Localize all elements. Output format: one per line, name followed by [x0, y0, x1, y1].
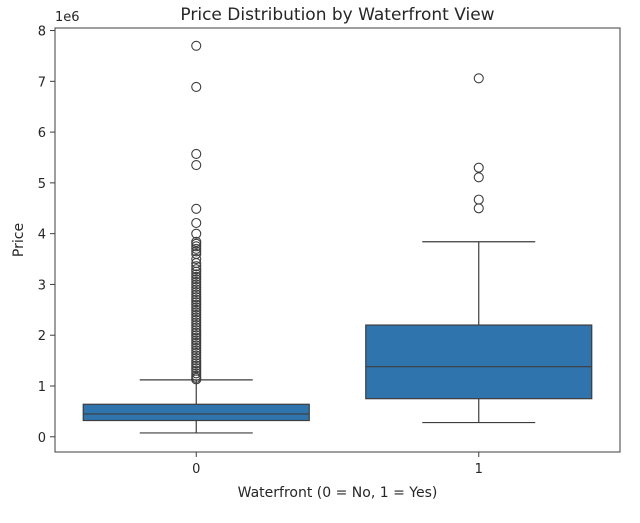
- x-axis-label: Waterfront (0 = No, 1 = Yes): [238, 485, 438, 501]
- outlier-point: [191, 297, 202, 308]
- outlier-point: [191, 320, 202, 331]
- y-tick-label: 1: [38, 380, 46, 395]
- outlier-point: [191, 368, 202, 379]
- y-tick-label: 6: [38, 126, 46, 141]
- outlier-point: [191, 286, 202, 298]
- y-axis-offset-label: 1e6: [55, 10, 80, 25]
- outlier-point: [191, 261, 202, 272]
- outlier-point: [191, 330, 202, 341]
- outlier-point: [473, 172, 484, 183]
- y-tick-label: 8: [38, 25, 46, 40]
- outlier-point: [191, 347, 202, 359]
- outlier-point: [191, 160, 202, 171]
- outlier-point: [191, 228, 202, 239]
- x-tick-label: 1: [475, 462, 483, 477]
- outlier-point: [191, 243, 202, 254]
- outlier-point: [191, 271, 202, 282]
- outlier-point: [473, 73, 484, 84]
- outlier-point: [473, 194, 484, 205]
- outlier-point: [191, 274, 202, 285]
- outlier-point: [191, 309, 202, 320]
- outlier-point: [191, 327, 202, 338]
- outlier-point: [191, 284, 202, 295]
- outlier-point: [191, 302, 202, 313]
- outlier-point: [191, 360, 202, 371]
- outlier-point: [191, 337, 202, 348]
- outlier-point: [191, 81, 202, 92]
- outlier-point: [191, 294, 202, 305]
- box-group-0: [82, 40, 310, 434]
- outlier-point: [191, 292, 202, 303]
- x-tick-label: 0: [192, 462, 200, 477]
- outlier-point: [191, 241, 202, 252]
- outlier-point: [191, 281, 202, 293]
- outlier-point: [191, 299, 202, 310]
- outlier-point: [191, 340, 202, 351]
- outlier-point: [191, 312, 202, 323]
- outlier-point: [191, 40, 202, 51]
- outlier-point: [191, 217, 202, 229]
- outlier-point: [191, 304, 202, 315]
- outlier-point: [191, 246, 202, 257]
- box-group-1: [365, 73, 593, 424]
- outlier-point: [191, 289, 202, 300]
- outlier-point: [191, 325, 202, 336]
- box-0: [82, 403, 310, 422]
- y-tick-label: 7: [38, 75, 46, 90]
- y-tick-label: 2: [38, 329, 46, 344]
- outlier-point: [191, 314, 202, 326]
- y-tick-label: 5: [38, 177, 46, 192]
- outlier-point: [191, 264, 202, 275]
- y-tick-label: 0: [38, 431, 46, 446]
- y-tick-label: 4: [38, 228, 46, 243]
- outlier-point: [191, 148, 202, 159]
- outlier-point: [191, 342, 202, 353]
- outlier-point: [191, 203, 202, 214]
- plot-layer: [82, 40, 593, 434]
- plot-frame: [54, 27, 621, 453]
- outlier-point: [191, 322, 202, 333]
- outlier-point: [473, 162, 484, 173]
- chart-title: Price Distribution by Waterfront View: [180, 5, 494, 25]
- outlier-point: [191, 363, 202, 374]
- outlier-point: [191, 374, 202, 385]
- outlier-point: [191, 332, 202, 343]
- outlier-point: [191, 276, 202, 287]
- outlier-point: [191, 358, 202, 369]
- outlier-point: [191, 269, 202, 280]
- outlier-point: [191, 335, 202, 346]
- outlier-point: [191, 355, 202, 366]
- y-axis: 0 1 2 3 4 5 6 7 8: [38, 25, 55, 446]
- outlier-point: [191, 350, 202, 361]
- outlier-point: [191, 345, 202, 356]
- y-tick-label: 3: [38, 278, 46, 293]
- outlier-point: [191, 307, 202, 318]
- outlier-point: [191, 253, 202, 265]
- y-axis-label: Price: [11, 223, 27, 257]
- outlier-point: [191, 353, 202, 364]
- outlier-point: [191, 238, 202, 249]
- box-1: [365, 324, 593, 400]
- outlier-point: [191, 317, 202, 328]
- outlier-point: [191, 279, 202, 290]
- outlier-point: [191, 266, 202, 277]
- outlier-point: [473, 203, 484, 214]
